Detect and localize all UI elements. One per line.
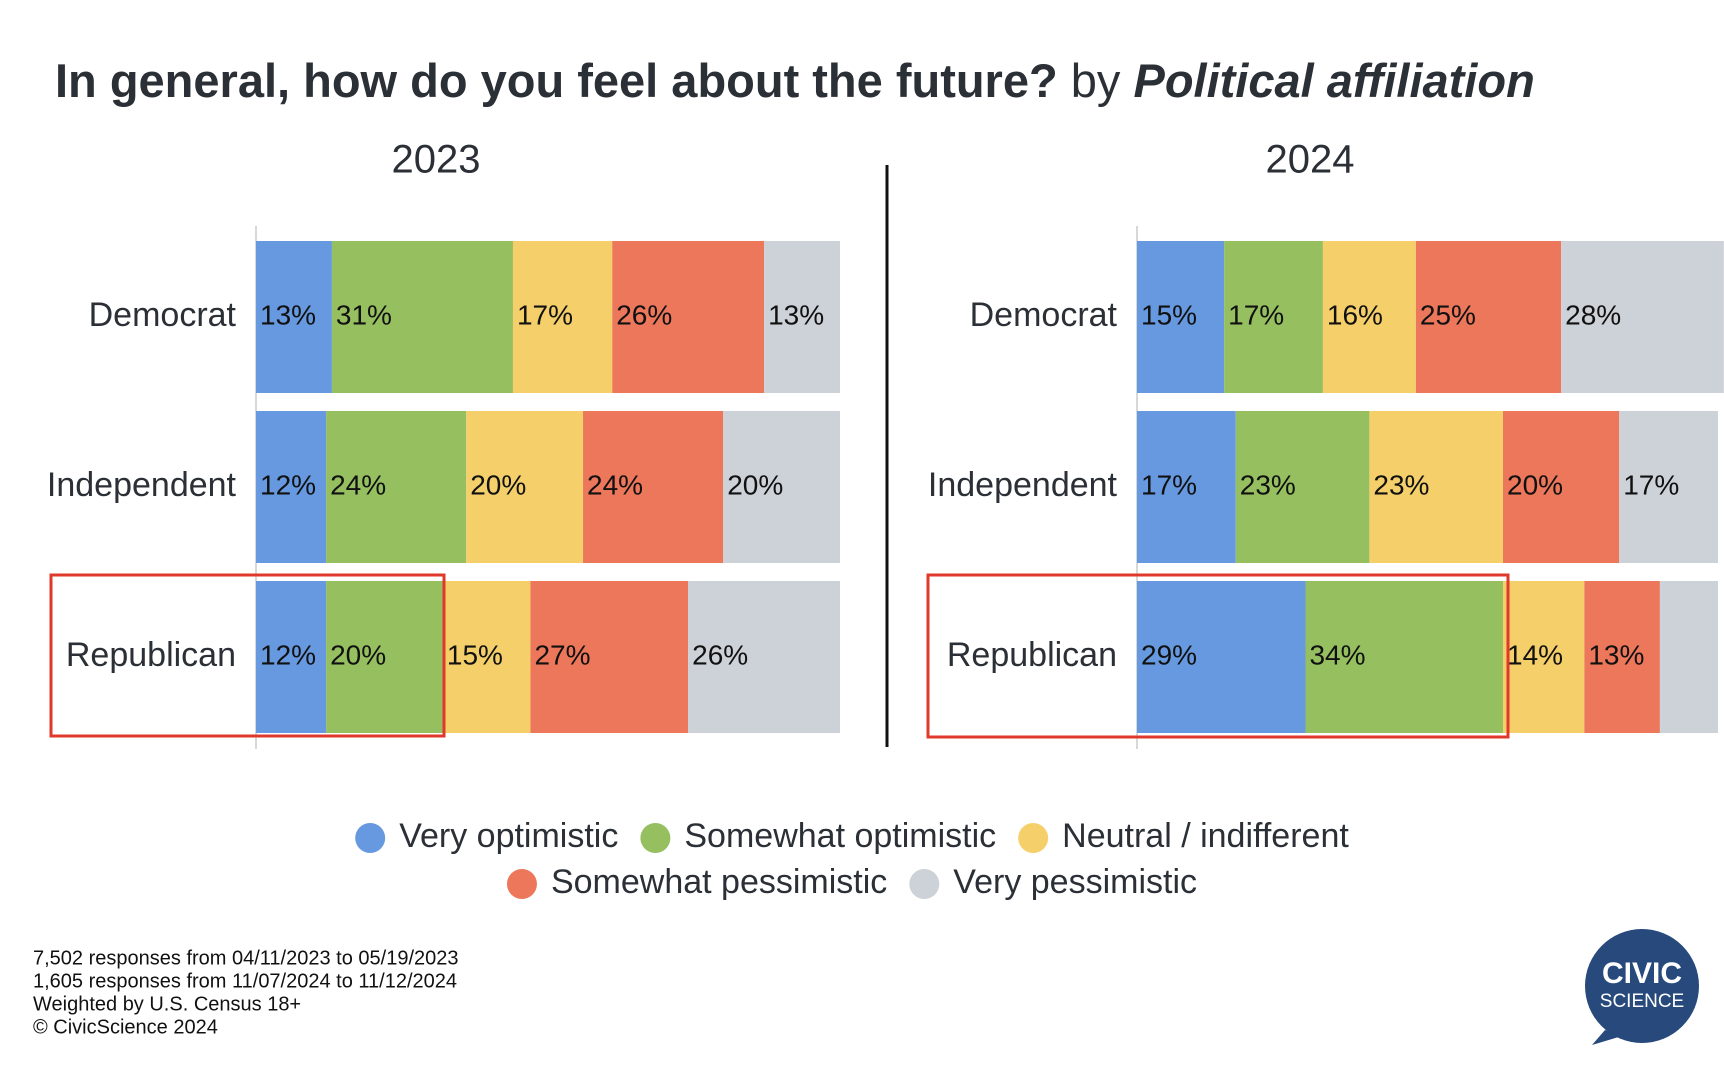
bar-segment [1561,241,1724,393]
category-label: Independent [928,466,1118,504]
data-label: 13% [768,299,824,330]
bar-segment [1503,411,1620,563]
footnote: Weighted by U.S. Census 18+ [33,993,301,1015]
bar-segment [1235,411,1370,563]
footnotes: 7,502 responses from 04/11/2023 to 05/19… [33,947,459,1038]
category-label: Democrat [89,296,237,334]
data-label: 27% [534,639,590,670]
data-label: 17% [1228,299,1284,330]
data-label: 20% [727,469,783,500]
legend-label: Very optimistic [399,817,618,855]
category-label: Democrat [970,296,1118,334]
bar-segment [326,411,467,563]
data-label: 15% [447,639,503,670]
category-label: Independent [47,466,237,504]
data-label: 26% [692,639,748,670]
data-label: 20% [470,469,526,500]
logo-text: SCIENCE [1600,991,1684,1012]
bar-segment [764,241,840,393]
bar-segment [1305,581,1504,733]
plots: 2023 Democrat 13% 31% 17% 26% 13% Independent 12… [47,138,1724,749]
title-by: by [1071,54,1121,107]
data-label: 17% [1623,469,1679,500]
data-label: 13% [1588,639,1644,670]
bar-segment [583,411,724,563]
bar-segment [326,581,443,733]
data-label: 16% [1327,299,1383,330]
title-main: In general, how do you feel about the fu… [55,54,1058,107]
bar-segment [256,241,332,393]
bar-segment [530,581,689,733]
legend-swatch [640,823,671,853]
subplot-title: 2024 [1266,138,1355,182]
bar-segment [723,411,840,563]
legend-label: Somewhat optimistic [684,817,996,855]
footnote: © CivicScience 2024 [33,1016,218,1038]
bar-segment [1369,411,1504,563]
data-label: 28% [1565,299,1621,330]
bar-segment [1137,411,1236,563]
data-label: 25% [1420,299,1476,330]
data-label: 34% [1309,639,1365,670]
bar-segment [256,581,327,733]
category-label: Republican [66,636,236,674]
bar-segment [1584,581,1660,733]
footnote: 7,502 responses from 04/11/2023 to 05/19… [33,947,459,969]
page-title: In general, how do you feel about the fu… [55,54,1535,107]
legend-label: Neutral / indifferent [1062,817,1349,855]
title-facet: Political affiliation [1133,54,1534,107]
legend-swatch [1018,823,1049,853]
data-label: 29% [1141,639,1197,670]
bar-segment [256,411,327,563]
bar-segment [1137,241,1225,393]
bar-segment [612,241,765,393]
data-label: 26% [616,299,672,330]
bar-segment [331,241,513,393]
legend-swatch [909,869,940,899]
footnote: 1,605 responses from 11/07/2024 to 11/12… [33,970,457,992]
logo [1585,929,1699,1043]
data-label: 24% [330,469,386,500]
data-label: 12% [260,469,316,500]
bar-segment [1415,241,1562,393]
data-label: 17% [1141,469,1197,500]
data-label: 24% [587,469,643,500]
category-label: Republican [947,636,1117,674]
logo-text: CIVIC [1602,957,1682,990]
bar-segment [1503,581,1585,733]
data-label: 14% [1507,639,1563,670]
highlight-box [49,573,446,738]
bar-segment [1137,581,1306,733]
data-label: 17% [517,299,573,330]
data-label: 20% [1507,469,1563,500]
legend-swatch [355,823,386,853]
bar-segment [1322,241,1416,393]
bar-segment [512,241,613,393]
legend-label: Somewhat pessimistic [551,863,887,901]
data-label: 15% [1141,299,1197,330]
bar-segment [1224,241,1323,393]
bar-segment [1619,411,1718,563]
legend-swatch [506,869,537,899]
bar-segment [442,581,531,733]
data-label: 31% [336,299,392,330]
data-label: 20% [330,639,386,670]
bar-segment [466,411,584,563]
highlight-box [926,573,1510,739]
bar-segment [688,581,840,733]
data-label: 23% [1240,469,1296,500]
bar-segment [1659,581,1718,733]
legend: Very optimistic Somewhat optimistic Neutra… [355,817,1349,901]
legend-label: Very pessimistic [953,863,1197,901]
data-label: 23% [1373,469,1429,500]
data-label: 12% [260,639,316,670]
subplot-title: 2023 [392,138,481,182]
data-label: 13% [260,299,316,330]
